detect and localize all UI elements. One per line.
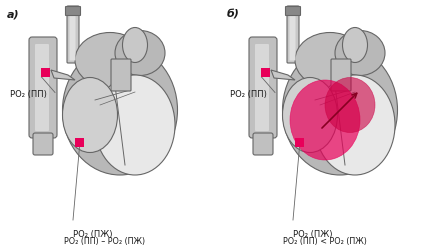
- Text: PO₂ (ПП) – PO₂ (ПЖ): PO₂ (ПП) – PO₂ (ПЖ): [64, 237, 145, 246]
- Ellipse shape: [282, 45, 396, 175]
- Ellipse shape: [62, 45, 177, 175]
- FancyBboxPatch shape: [67, 6, 79, 63]
- Ellipse shape: [282, 77, 337, 152]
- Ellipse shape: [314, 75, 394, 175]
- Bar: [75, 138, 84, 147]
- FancyBboxPatch shape: [254, 44, 268, 131]
- Polygon shape: [51, 70, 75, 80]
- FancyBboxPatch shape: [111, 59, 131, 91]
- FancyBboxPatch shape: [330, 59, 350, 91]
- Ellipse shape: [115, 30, 165, 75]
- Bar: [42, 68, 50, 77]
- Ellipse shape: [95, 75, 175, 175]
- Ellipse shape: [75, 33, 145, 87]
- FancyBboxPatch shape: [65, 6, 80, 15]
- Text: PO₂ (ПП) < PO₂ (ПЖ): PO₂ (ПП) < PO₂ (ПЖ): [283, 237, 366, 246]
- FancyBboxPatch shape: [33, 133, 53, 155]
- Ellipse shape: [62, 77, 117, 152]
- Text: PO₂ (ПП): PO₂ (ПП): [230, 90, 266, 99]
- FancyBboxPatch shape: [248, 37, 276, 138]
- FancyBboxPatch shape: [289, 8, 295, 61]
- Ellipse shape: [334, 30, 384, 75]
- FancyBboxPatch shape: [286, 6, 298, 63]
- Ellipse shape: [290, 80, 359, 160]
- Text: б): б): [226, 9, 239, 19]
- Text: а): а): [7, 9, 20, 19]
- FancyBboxPatch shape: [285, 6, 300, 15]
- Ellipse shape: [294, 33, 364, 87]
- Text: PO₂ (ПЖ): PO₂ (ПЖ): [293, 230, 332, 239]
- Text: PO₂ (ПП): PO₂ (ПП): [10, 90, 47, 99]
- FancyBboxPatch shape: [35, 44, 49, 131]
- Ellipse shape: [342, 27, 367, 62]
- Text: PO₂ (ПЖ): PO₂ (ПЖ): [73, 230, 113, 239]
- Ellipse shape: [122, 27, 147, 62]
- Polygon shape: [270, 70, 294, 80]
- FancyBboxPatch shape: [69, 8, 75, 61]
- FancyBboxPatch shape: [29, 37, 57, 138]
- FancyBboxPatch shape: [252, 133, 272, 155]
- Ellipse shape: [324, 77, 374, 132]
- Bar: [294, 138, 303, 147]
- Bar: [261, 68, 270, 77]
